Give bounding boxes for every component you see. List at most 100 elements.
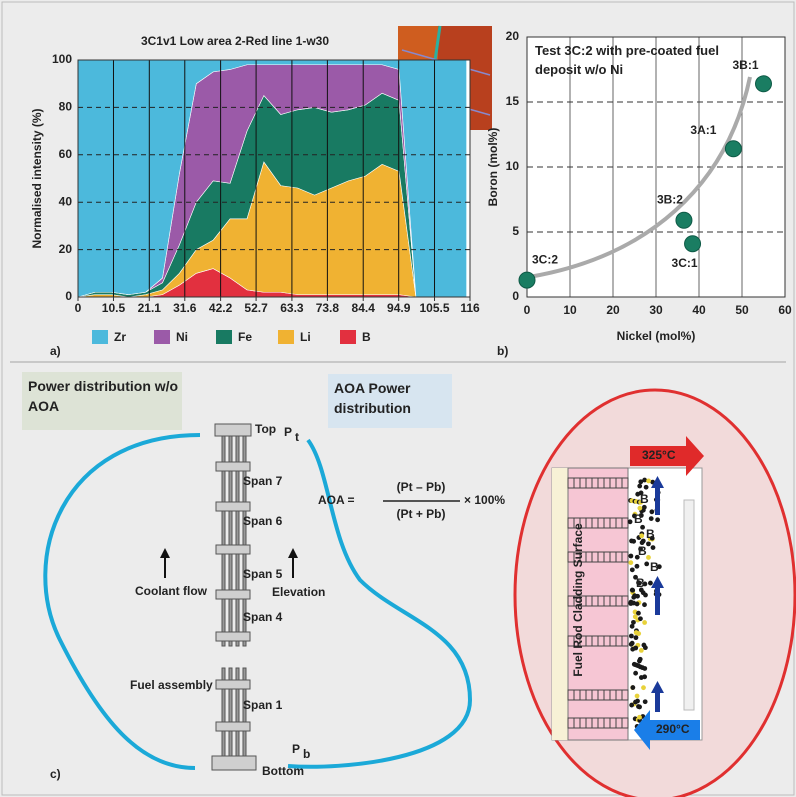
flow-arrow	[655, 585, 660, 615]
power-subscript: t	[295, 430, 299, 444]
power-symbol: P	[284, 425, 292, 439]
outlet-arrow	[630, 436, 704, 476]
fuel-assembly	[211, 423, 257, 771]
assembly-label: Span 6	[243, 514, 283, 528]
box-left-text: Power distribution w/o AOA	[28, 378, 179, 414]
particle	[633, 699, 638, 705]
point-label: 3A:1	[690, 123, 716, 137]
box-left-label: Power distribution w/o AOA	[28, 378, 179, 414]
box-right-text: AOA Power distribution	[334, 380, 411, 416]
particle	[646, 478, 651, 484]
particle	[635, 593, 640, 599]
assembly-label: Bottom	[262, 764, 304, 778]
particle	[642, 645, 648, 651]
rod	[221, 435, 226, 647]
particle	[638, 546, 643, 552]
data-point	[684, 235, 702, 253]
y-tick-label: 20	[59, 242, 73, 256]
particle	[656, 564, 662, 570]
particle	[638, 512, 644, 518]
grid-spacer	[215, 501, 251, 512]
assembly-label: Elevation	[272, 585, 325, 599]
data-point	[724, 140, 742, 158]
y-tick-label: 20	[506, 29, 520, 43]
particle	[629, 567, 635, 573]
flow-arrowhead	[651, 476, 664, 488]
legend-label: Zr	[114, 330, 126, 344]
particle	[638, 616, 643, 622]
particle	[629, 640, 635, 646]
boron-marker: B	[636, 576, 645, 590]
particle	[636, 663, 641, 669]
x-tick-label: 60	[778, 303, 792, 317]
particle	[628, 560, 634, 566]
cladding-strip	[552, 468, 568, 740]
flow-arrowhead	[651, 576, 664, 588]
particle	[636, 631, 642, 636]
legend-label: Fe	[238, 330, 252, 344]
particle	[642, 581, 648, 587]
particle	[631, 619, 636, 625]
x-tick-label: 0	[524, 303, 531, 317]
particle	[637, 505, 643, 511]
particle	[628, 633, 634, 639]
particle	[638, 675, 644, 680]
particle	[634, 563, 640, 569]
x-tick-label: 0	[75, 301, 82, 315]
particle	[637, 483, 643, 489]
particle	[634, 554, 640, 560]
particle	[650, 545, 656, 550]
particle	[631, 538, 637, 544]
grid-spacer	[215, 721, 251, 732]
y-tick-label: 0	[512, 289, 519, 303]
chart-title: Test 3C:2 with pre-coated fuel deposit w…	[535, 43, 719, 77]
particle	[641, 504, 647, 510]
grid-spacer	[215, 589, 251, 600]
x-tick-label: 30	[649, 303, 663, 317]
x-tick-label: 105.5	[420, 301, 450, 315]
legend-swatch	[216, 330, 232, 344]
flow-arrow	[655, 690, 660, 712]
particle	[642, 602, 647, 608]
boron-marker: B	[646, 527, 655, 541]
x-tick-label: 21.1	[138, 301, 162, 315]
data-point	[518, 271, 536, 289]
particle	[628, 553, 634, 559]
x-tick-label: 31.6	[173, 301, 197, 315]
box-left	[22, 372, 182, 430]
particle	[639, 540, 645, 546]
particle	[639, 533, 645, 539]
particle	[633, 670, 639, 676]
point-label: 3C:2	[532, 252, 558, 266]
x-tick-label: 10	[563, 303, 577, 317]
data-point	[675, 211, 693, 229]
particle	[633, 635, 639, 641]
particle	[642, 620, 648, 625]
particle	[631, 600, 637, 606]
point-label: 3B:1	[732, 58, 758, 72]
particle	[648, 580, 653, 586]
grid-spacer	[215, 544, 251, 555]
particle	[630, 685, 636, 690]
plot-frame	[526, 36, 786, 298]
particle	[638, 479, 644, 485]
y-axis-label: Normalised intensity (%)	[30, 108, 44, 248]
flow-arrow	[655, 485, 660, 515]
formula-numerator: (Pt – Pb)	[397, 480, 446, 494]
particle	[629, 702, 635, 708]
flow-arrowhead	[651, 681, 664, 693]
formula-lhs: AOA =	[318, 493, 355, 507]
legend-label: B	[362, 330, 371, 344]
particle	[635, 491, 641, 497]
assembly-label: Fuel assembly	[130, 678, 213, 692]
particle	[643, 484, 649, 490]
particle	[646, 555, 651, 560]
particle	[637, 714, 642, 720]
x-tick-label: 40	[692, 303, 706, 317]
particle	[642, 477, 648, 483]
y-tick-label: 80	[59, 100, 73, 114]
particle	[640, 524, 645, 530]
bottom-nozzle	[211, 755, 257, 771]
